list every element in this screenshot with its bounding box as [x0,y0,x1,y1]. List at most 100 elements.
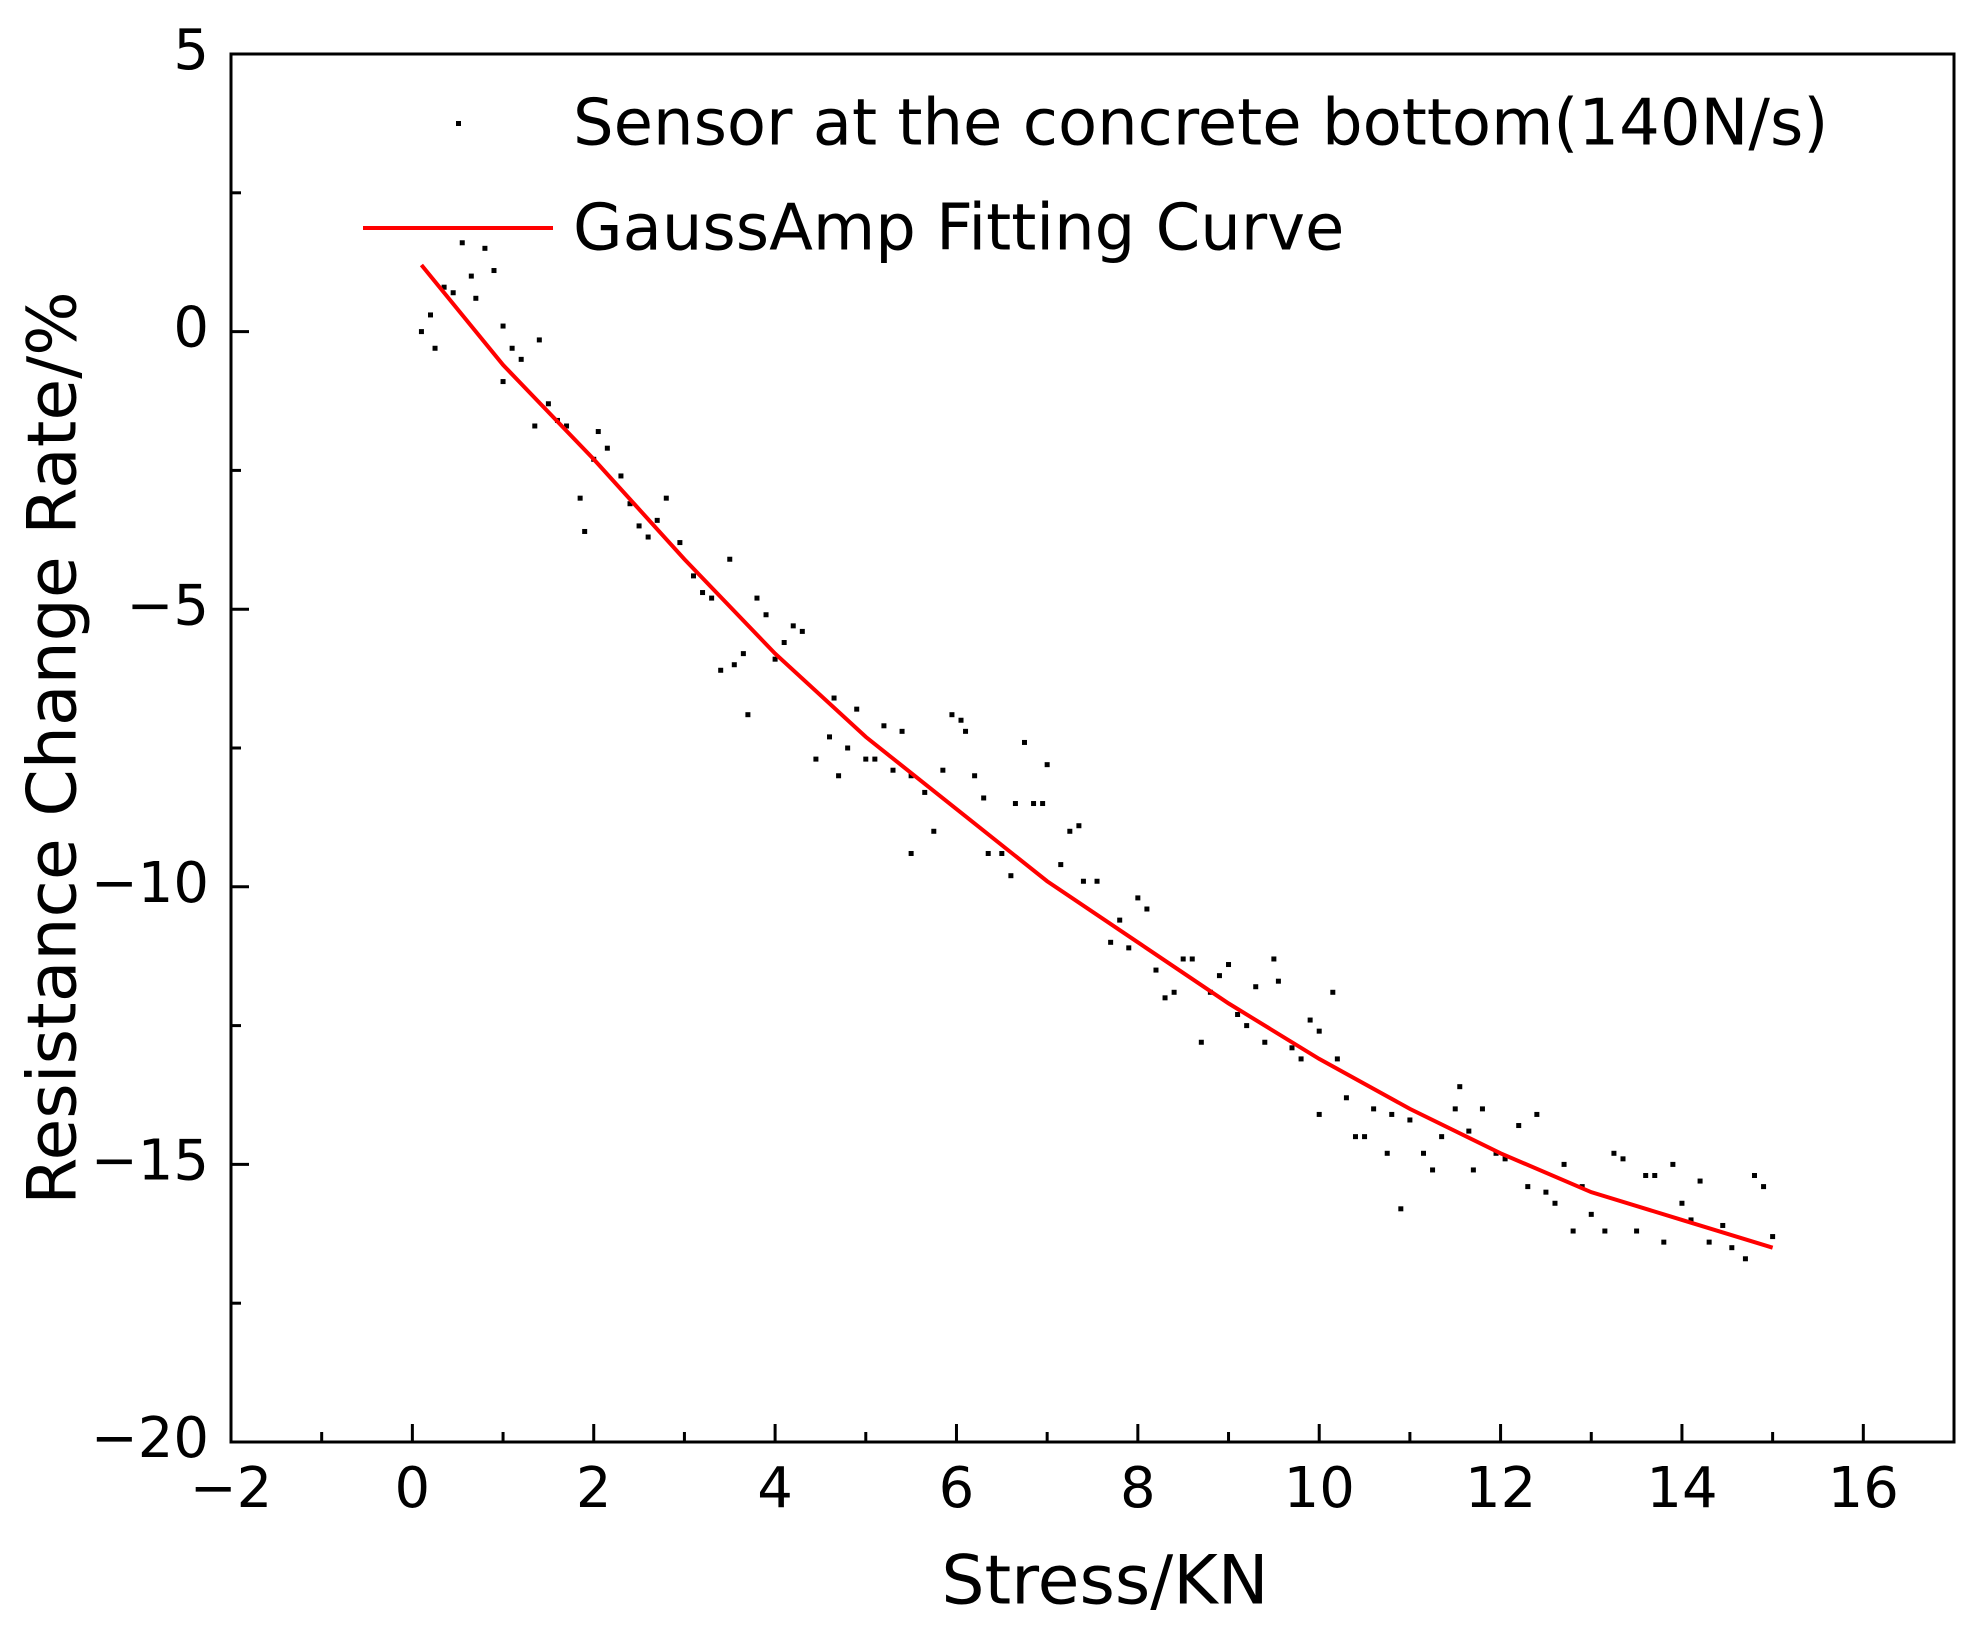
data-point [1561,1161,1567,1167]
data-point [1706,1239,1712,1245]
data-point [1588,1211,1594,1217]
data-point [654,517,660,523]
data-point [532,423,538,429]
data-point [827,734,833,740]
data-point [799,628,805,634]
data-point [1679,1200,1685,1206]
data-point [763,612,769,618]
data-point [1067,828,1073,834]
data-point [428,312,434,318]
x-tick-label: 8 [1120,1456,1156,1521]
data-point [1226,962,1232,968]
fit-curve [419,263,1774,1250]
data-point [482,245,488,251]
data-point [1189,956,1195,962]
data-point [881,723,887,729]
data-point [854,706,860,712]
data-point [931,828,937,834]
data-point [645,534,651,540]
data-point [604,445,610,451]
data-point [432,345,438,351]
data-point [1620,1156,1626,1162]
data-point [564,423,570,429]
data-point [718,667,724,673]
data-point [1316,1028,1322,1034]
x-tick-label: −2 [190,1456,273,1521]
data-point [1262,1039,1268,1045]
data-point [963,728,969,734]
data-point [1611,1150,1617,1156]
data-point [772,656,778,662]
data-point [636,523,642,529]
data-point [754,595,760,601]
data-point [1643,1173,1649,1179]
data-point [441,284,447,290]
data-point [1298,1056,1304,1062]
data-point [1162,995,1168,1001]
y-tick-label: 5 [173,18,209,83]
data-point [1144,906,1150,912]
data-point [1534,1111,1540,1117]
data-point [582,528,588,534]
data-point [1661,1239,1667,1245]
data-point [473,295,479,301]
data-point [1031,801,1037,807]
data-point [1420,1150,1426,1156]
data-point [1720,1222,1726,1228]
data-point [863,756,869,762]
data-point [831,695,837,701]
data-point [908,850,914,856]
data-point [468,273,474,279]
data-point [677,540,683,546]
data-point [1634,1228,1640,1234]
x-tick-label: 0 [395,1456,431,1521]
data-point [1108,939,1114,945]
data-point [709,595,715,601]
data-point [690,573,696,579]
data-point [731,662,737,668]
data-point [922,789,928,795]
data-point [700,590,706,596]
data-point [1407,1117,1413,1123]
data-point [1180,956,1186,962]
data-point [545,401,551,407]
data-point [1570,1228,1576,1234]
data-point [595,429,601,435]
data-point [1094,878,1100,884]
data-point [1153,967,1159,973]
data-point [985,850,991,856]
data-point [1080,878,1086,884]
data-point [1012,801,1018,807]
data-point [1271,956,1277,962]
y-tick-label: −10 [91,851,209,916]
data-point [940,767,946,773]
y-tick-label: 0 [173,296,209,361]
data-point [1430,1167,1436,1173]
x-tick-label: 6 [939,1456,975,1521]
data-point [1198,1039,1204,1045]
data-point [813,756,819,762]
data-point [972,773,978,779]
data-point [790,623,796,629]
data-point [1770,1234,1776,1240]
data-point [836,773,842,779]
data-point [663,495,669,501]
data-point [418,329,424,335]
data-point [1479,1106,1485,1112]
data-point [1452,1106,1458,1112]
data-point [845,745,851,751]
data-point [1126,945,1132,951]
data-point [1670,1161,1676,1167]
data-point [1761,1184,1767,1190]
data-point [1502,1156,1508,1162]
y-axis-label: Resistance Change Rate/% [14,291,93,1204]
data-point [500,379,506,385]
data-point [872,756,878,762]
data-point [618,473,624,479]
legend-marker [456,121,461,126]
data-point [1330,989,1336,995]
data-point [1244,1023,1250,1029]
data-point [1040,801,1046,807]
data-point [627,501,633,507]
